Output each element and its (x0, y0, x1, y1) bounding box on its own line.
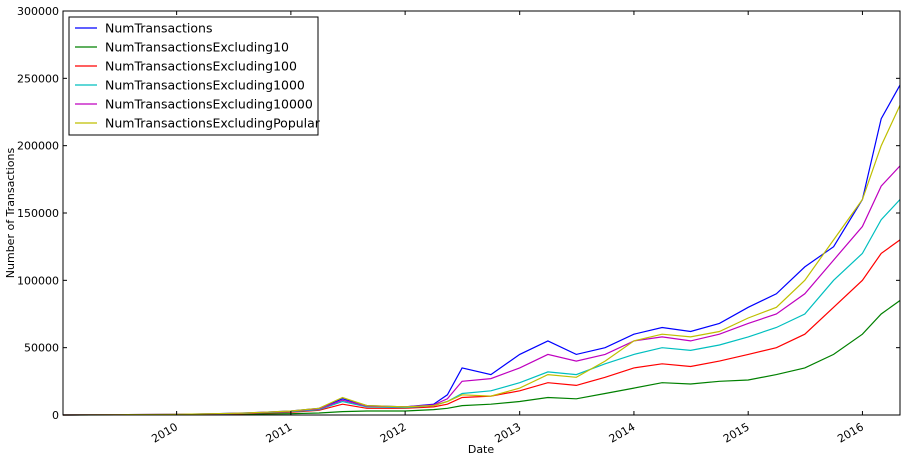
y-tick-label: 150000 (17, 207, 59, 220)
series-line-5 (62, 105, 901, 416)
x-axis-label: Date (468, 443, 495, 456)
y-tick-label: 0 (52, 409, 59, 422)
legend-label-3: NumTransactionsExcluding1000 (105, 78, 305, 93)
y-axis: 0 50000 100000 150000 200000 250000 300000 (17, 5, 900, 422)
series-line-1 (62, 300, 901, 416)
y-tick-label: 50000 (24, 342, 59, 355)
y-tick-label: 100000 (17, 274, 59, 287)
y-tick-label: 300000 (17, 5, 59, 18)
y-tick-label: 250000 (17, 72, 59, 85)
y-axis-label: Number of Transactions (4, 148, 17, 279)
legend: NumTransactions NumTransactionsExcluding1… (68, 16, 321, 136)
legend-box (68, 16, 319, 136)
legend-label-0: NumTransactions (105, 21, 212, 36)
series-lines-group (62, 84, 901, 416)
legend-label-2: NumTransactionsExcluding100 (105, 59, 297, 74)
legend-label-5: NumTransactionsExcludingPopular (105, 116, 321, 131)
legend-label-4: NumTransactionsExcluding10000 (105, 97, 313, 112)
y-tick-label: 200000 (17, 140, 59, 153)
legend-label-1: NumTransactionsExcluding10 (105, 40, 289, 55)
